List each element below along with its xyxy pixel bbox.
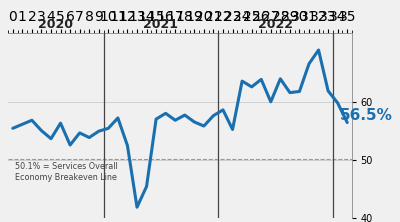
Text: 2021: 2021 <box>143 18 178 32</box>
Text: 50.1% = Services Overall
Economy Breakeven Line: 50.1% = Services Overall Economy Breakev… <box>15 162 118 182</box>
Text: 56.5%: 56.5% <box>340 108 392 123</box>
Text: 2020: 2020 <box>38 18 73 32</box>
Text: 2022: 2022 <box>258 18 293 32</box>
